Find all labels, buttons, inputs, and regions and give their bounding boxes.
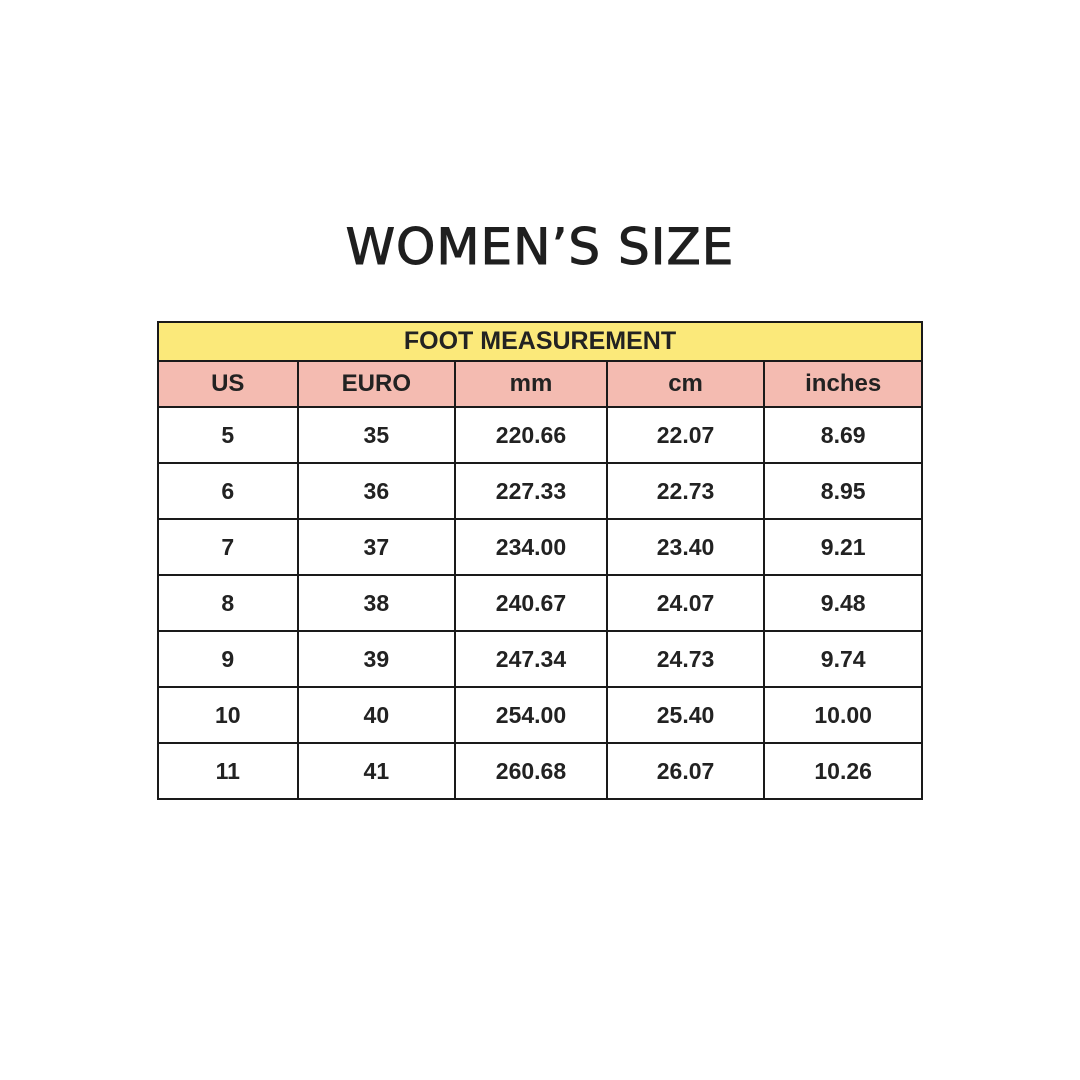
table-cell: 24.73 (605, 630, 766, 688)
group-header: FOOT MEASUREMENT (157, 321, 923, 362)
table-row: 7 37 234.00 23.40 9.21 (157, 518, 923, 576)
table-cell: 8 (157, 574, 299, 632)
table-row: 6 36 227.33 22.73 8.95 (157, 462, 923, 520)
table-cell: 38 (296, 574, 457, 632)
table-row: 5 35 220.66 22.07 8.69 (157, 406, 923, 464)
table-cell: 39 (296, 630, 457, 688)
table-cell: 40 (296, 686, 457, 744)
table-cell: 23.40 (605, 518, 766, 576)
table-row: 11 41 260.68 26.07 10.26 (157, 742, 923, 800)
column-header-us: US (157, 360, 299, 408)
table-cell: 9 (157, 630, 299, 688)
size-table: FOOT MEASUREMENT US EURO mm cm inches 5 35 220… (157, 321, 923, 800)
table-cell: 10 (157, 686, 299, 744)
table-cell: 37 (296, 518, 457, 576)
column-header-euro: EURO (296, 360, 457, 408)
column-header-inches: inches (763, 360, 923, 408)
table-cell: 25.40 (605, 686, 766, 744)
table-cell: 22.07 (605, 406, 766, 464)
table-cell: 220.66 (454, 406, 608, 464)
table-cell: 8.95 (763, 462, 923, 520)
table-cell: 247.34 (454, 630, 608, 688)
table-cell: 8.69 (763, 406, 923, 464)
table-cell: 254.00 (454, 686, 608, 744)
table-cell: 9.48 (763, 574, 923, 632)
table-cell: 26.07 (605, 742, 766, 800)
table-cell: 7 (157, 518, 299, 576)
table-row: 8 38 240.67 24.07 9.48 (157, 574, 923, 632)
table-cell: 24.07 (605, 574, 766, 632)
table-cell: 41 (296, 742, 457, 800)
column-header-cm: cm (605, 360, 766, 408)
table-cell: 227.33 (454, 462, 608, 520)
page-title: WOMEN’S SIZE (345, 218, 735, 277)
table-cell: 11 (157, 742, 299, 800)
column-header-mm: mm (454, 360, 608, 408)
table-row: 9 39 247.34 24.73 9.74 (157, 630, 923, 688)
table-cell: 240.67 (454, 574, 608, 632)
table-cell: 10.26 (763, 742, 923, 800)
table-cell: 5 (157, 406, 299, 464)
table-cell: 10.00 (763, 686, 923, 744)
table-cell: 234.00 (454, 518, 608, 576)
table-cell: 22.73 (605, 462, 766, 520)
table-row: 10 40 254.00 25.40 10.00 (157, 686, 923, 744)
table-cell: 36 (296, 462, 457, 520)
table-cell: 35 (296, 406, 457, 464)
table-cell: 9.21 (763, 518, 923, 576)
table-cell: 6 (157, 462, 299, 520)
table-cell: 9.74 (763, 630, 923, 688)
table-cell: 260.68 (454, 742, 608, 800)
